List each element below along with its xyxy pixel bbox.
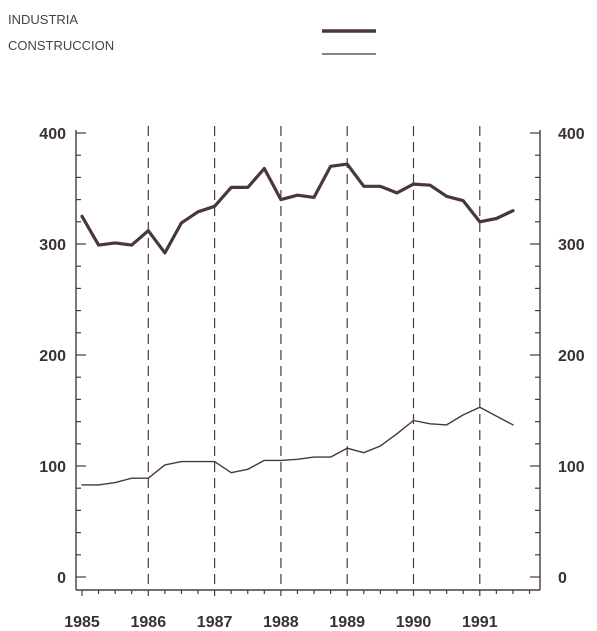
x-tick-label: 1985 [64, 614, 100, 631]
y-tick-label-left: 300 [39, 237, 66, 254]
series-lines [80, 162, 515, 486]
legend-label-industria: INDUSTRIA [8, 12, 78, 27]
y-tick-label-right: 400 [558, 126, 585, 143]
y-tick-label-left: 200 [39, 348, 66, 365]
x-tick-label: 1991 [462, 614, 498, 631]
x-tick-label: 1989 [329, 614, 365, 631]
y-ticks-right: 0 100 200 300 400 [530, 126, 585, 587]
y-tick-label-right: 100 [558, 459, 585, 476]
legend: INDUSTRIA CONSTRUCCION [8, 12, 376, 55]
series-line-industria [80, 162, 515, 255]
x-tick-label: 1988 [263, 614, 299, 631]
y-tick-label-right: 0 [558, 570, 567, 587]
y-tick-label-right: 300 [558, 237, 585, 254]
legend-label-construccion: CONSTRUCCION [8, 38, 114, 53]
grid-lines [147, 126, 481, 590]
y-tick-label-left: 100 [39, 459, 66, 476]
x-ticks: 1985 1986 1987 1988 1989 1990 1991 [64, 590, 531, 631]
series-line-construccion [81, 406, 514, 486]
y-tick-label-right: 200 [558, 348, 585, 365]
y-tick-label-left: 0 [57, 570, 66, 587]
y-tick-label-left: 400 [39, 126, 66, 143]
x-tick-label: 1990 [396, 614, 432, 631]
x-tick-label: 1987 [197, 614, 233, 631]
x-tick-label: 1986 [131, 614, 167, 631]
y-ticks-left: 0 100 200 300 400 [39, 126, 86, 587]
axes [75, 130, 541, 591]
